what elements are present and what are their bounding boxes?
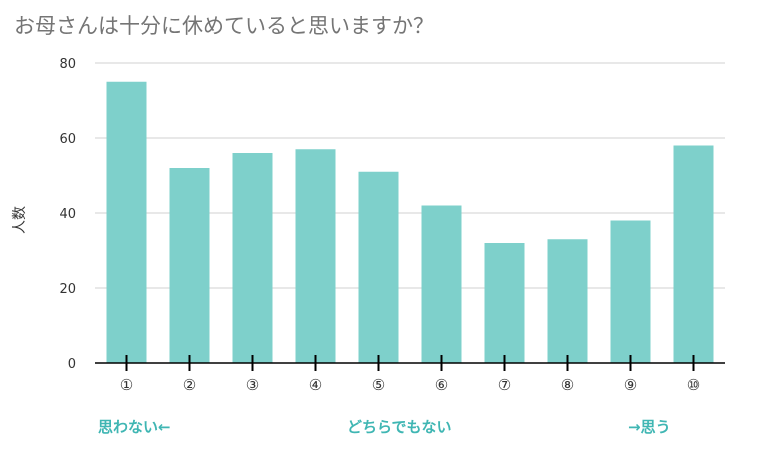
annotation-disagree: 思わない← [98, 418, 171, 436]
y-tick-label: 20 [59, 282, 76, 297]
bar [673, 145, 714, 363]
tick-labels: 0 20 40 60 80 ① ② ③ ④ ⑤ ⑥ ⑦ ⑧ ⑨ ⑩ [59, 57, 700, 394]
bar [106, 81, 147, 363]
x-tick-label: ⑨ [624, 376, 637, 394]
y-tick-label: 40 [59, 207, 76, 222]
x-tick-label: ⑥ [435, 376, 448, 394]
y-tick-label: 0 [68, 357, 76, 372]
x-tick-label: ⑦ [498, 376, 511, 394]
x-tick-label: ⑩ [687, 376, 700, 394]
bar [169, 168, 210, 363]
annotation-agree: →思う [628, 418, 671, 436]
bar [232, 153, 273, 363]
bar [358, 171, 399, 363]
bar [484, 243, 525, 363]
x-tick-label: ② [183, 376, 196, 394]
annotation-neutral: どちらでもない [347, 418, 452, 436]
x-tick-label: ⑤ [372, 376, 385, 394]
x-tick-label: ③ [246, 376, 259, 394]
x-tick-label: ④ [309, 376, 322, 394]
axes [95, 355, 725, 371]
y-tick-label: 60 [59, 132, 76, 147]
bar [295, 149, 336, 363]
bars [106, 81, 714, 363]
x-tick-label: ⑧ [561, 376, 574, 394]
y-tick-label: 80 [59, 57, 76, 72]
bar [547, 239, 588, 363]
y-axis-label: 人数 [12, 206, 28, 234]
bar [421, 205, 462, 363]
chart-title: お母さんは十分に休めていると思いますか？ [14, 14, 434, 38]
bar [610, 220, 651, 363]
x-tick-label: ① [120, 376, 133, 394]
